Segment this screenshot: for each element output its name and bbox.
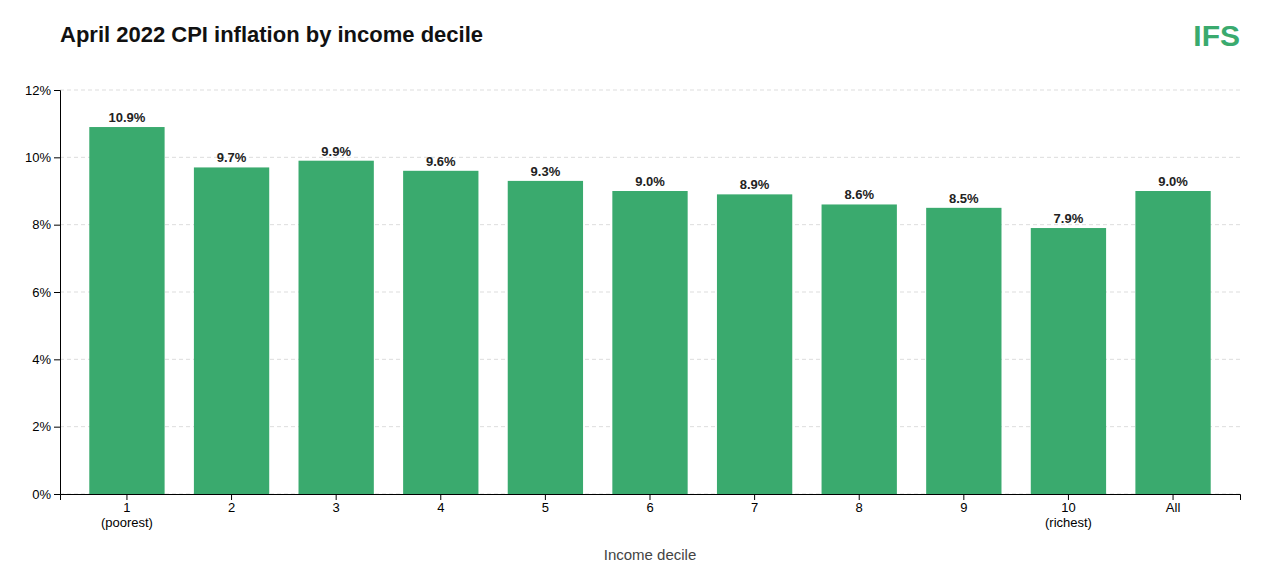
plot: 0% 2% 4% 6% 8% 10% 12% 1(poorest) 2 3 4 5 6 7 8 9 10(ric… [25,83,1241,531]
data-label: 9.0% [1158,174,1188,189]
y-tick: 0% [32,487,60,502]
tick-label: 6 [646,500,653,515]
title: April 2022 CPI inflation by income decil… [60,22,483,47]
y-tick: 8% [32,217,60,232]
data-label: 9.7% [217,150,247,165]
tick-label: 4% [32,352,51,367]
tick-mark [545,494,546,500]
bar [612,191,687,494]
data-label: 8.9% [740,177,770,192]
tick-label: 1(poorest) [101,500,153,530]
tick-mark [231,494,232,500]
bar [717,194,792,494]
data-label: 9.0% [635,174,665,189]
x-tick: 9 [960,494,967,515]
tick-label: 2% [32,419,51,434]
tick-label: 0% [32,487,51,502]
x-tick: 7 [751,494,758,515]
axis-domain [54,91,61,495]
tick-label: 10(richest) [1045,500,1092,530]
x-axis: 1(poorest) 2 3 4 5 6 7 8 9 10(richest) All [61,494,1241,530]
bar [1135,191,1210,494]
y-tick: 10% [25,150,60,165]
y-axis: 0% 2% 4% 6% 8% 10% 12% [25,83,61,502]
tick-mark [963,494,964,500]
tick-mark [54,225,60,226]
data-label: 8.5% [949,191,979,206]
tick-label: 9 [960,500,967,515]
tick-mark [1173,494,1174,500]
tick-label: 3 [333,500,340,515]
tick-mark [54,427,60,428]
y-tick: 12% [25,83,60,98]
data-label: 9.6% [426,154,456,169]
bar [822,204,897,494]
tick-mark [54,90,60,91]
tick-mark [336,494,337,500]
grid [60,90,1240,494]
tick-label: 2 [228,500,235,515]
tick-mark [754,494,755,500]
tick-mark [650,494,651,500]
tick-mark [54,494,60,495]
bar [508,181,583,494]
tick-label: 4 [437,500,444,515]
bar [194,167,269,494]
bars [89,127,1210,494]
axis-domain [61,495,1241,501]
chart: 0% 2% 4% 6% 8% 10% 12% 1(poorest) 2 3 4 5 6 7 8 9 10(ric… [0,0,1270,574]
bar [1031,228,1106,494]
tick-label: 10% [25,150,51,165]
x-tick: 2 [228,494,235,515]
tick-mark [54,157,60,158]
grid-line [60,90,1240,91]
x-tick: All [1166,494,1181,515]
bar [926,208,1001,494]
data-label: 7.9% [1054,211,1084,226]
x-axis-title: Income decile [604,546,697,563]
tick-label: 6% [32,285,51,300]
bar [299,161,374,494]
x-tick: 3 [333,494,340,515]
x-tick: 6 [646,494,653,515]
tick-label: 7 [751,500,758,515]
tick-mark [440,494,441,500]
tick-label: All [1166,500,1181,515]
tick-label: 8 [856,500,863,515]
y-tick: 4% [32,352,60,367]
x-tick: 8 [856,494,863,515]
x-tick: 5 [542,494,549,515]
data-label: 9.9% [321,144,351,159]
data-label: 10.9% [109,110,146,125]
y-tick: 6% [32,285,60,300]
tick-label: 8% [32,217,51,232]
tick-mark [1068,494,1069,500]
tick-mark [54,359,60,360]
data-label: 8.6% [844,187,874,202]
tick-mark [54,292,60,293]
annotation: IFS [1193,19,1240,52]
x-tick: 4 [437,494,444,515]
tick-label: 5 [542,500,549,515]
tick-mark [859,494,860,500]
x-tick: 1(poorest) [101,494,153,530]
data-labels: 10.9% 9.7% 9.9% 9.6% 9.3% 9.0% 8.9% 8.6% 8.5% 7.9… [109,110,1189,226]
bar [403,171,478,494]
bar [89,127,164,494]
tick-label: 12% [25,83,51,98]
tick-mark [126,494,127,500]
x-tick: 10(richest) [1045,494,1092,530]
y-tick: 2% [32,419,60,434]
data-label: 9.3% [531,164,561,179]
